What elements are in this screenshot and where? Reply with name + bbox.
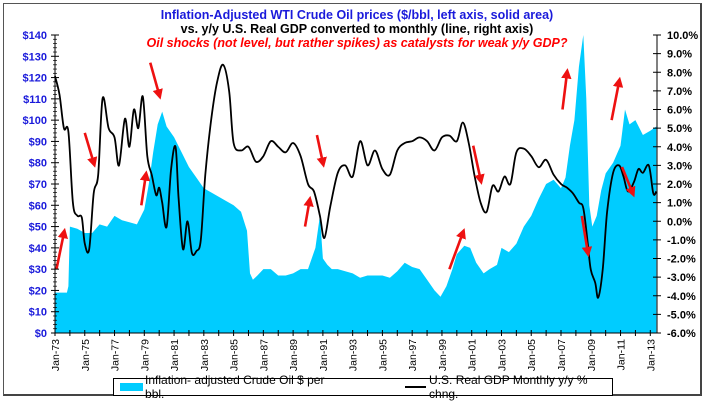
right-tick-label: 10.0% [667, 30, 698, 42]
legend-label-gdp: U.S. Real GDP Monthly y/y % chng. [429, 373, 588, 401]
arrow-up-icon [303, 195, 314, 227]
legend-swatch-oil [120, 383, 144, 391]
x-tick-label: Jan-11 [616, 339, 628, 370]
right-tick-label: 3.0% [667, 160, 692, 172]
right-tick-label: 2.0% [667, 179, 692, 191]
arrow-down-icon [471, 145, 485, 185]
x-tick-label: Jan-97 [407, 339, 419, 371]
right-tick-label: 6.0% [667, 105, 692, 117]
gdp-line-layer [54, 63, 658, 299]
right-tick-label: 4.0% [667, 142, 692, 154]
right-tick-label: -3.0% [667, 272, 696, 284]
left-tick-label: $40 [29, 243, 47, 255]
gdp-line [54, 63, 658, 299]
right-tick-label: 5.0% [667, 123, 692, 135]
left-tick-label: $70 [29, 179, 47, 191]
x-tick-label: Jan-83 [199, 339, 211, 371]
x-tick-label: Jan-09 [586, 339, 598, 371]
x-tick-label: Jan-93 [348, 339, 360, 371]
left-tick-label: $0 [35, 328, 47, 340]
x-tick-label: Jan-73 [50, 339, 62, 371]
legend-item-oil: Inflation- adjusted Crude Oil $ per bbl. [114, 373, 339, 401]
legend-label-oil: Inflation- adjusted Crude Oil $ per bbl. [145, 373, 325, 401]
right-tick-label: -5.0% [667, 309, 696, 321]
left-tick-label: $140 [23, 30, 47, 42]
arrow-up-icon [610, 76, 624, 121]
chart-subtitle: vs. y/y U.S. Real GDP converted to month… [180, 22, 534, 36]
left-tick-label: $30 [29, 264, 47, 276]
left-tick-label: $20 [29, 285, 47, 297]
arrow-down-icon [315, 134, 327, 168]
annotation-arrows [55, 62, 636, 270]
left-tick-label: $80 [29, 158, 47, 170]
legend-item-gdp: U.S. Real GDP Monthly y/y % chng. [387, 373, 612, 401]
right-tick-label: 7.0% [667, 86, 692, 98]
x-tick-label: Jan-89 [288, 339, 300, 371]
right-tick-label: 1.0% [667, 198, 692, 210]
right-tick-label: -4.0% [667, 291, 696, 303]
right-tick-label: -1.0% [667, 235, 696, 247]
left-tick-label: $60 [29, 200, 47, 212]
arrow-down-icon [83, 132, 98, 168]
arrow-down-icon [148, 62, 163, 100]
right-tick-label: -2.0% [667, 254, 696, 266]
left-tick-label: $10 [29, 307, 47, 319]
arrow-up-icon [448, 228, 466, 270]
left-tick-label: $90 [29, 136, 47, 148]
x-tick-label: Jan-13 [645, 339, 657, 371]
left-tick-label: $130 [23, 51, 47, 63]
legend-swatch-gdp [404, 386, 427, 388]
right-tick-label: 9.0% [667, 49, 692, 61]
x-tick-label: Jan-95 [377, 339, 389, 371]
x-tick-label: Jan-75 [80, 339, 92, 371]
oil-area-layer [55, 35, 657, 333]
left-tick-label: $110 [23, 94, 47, 106]
arrow-up-icon [55, 227, 68, 270]
x-tick-label: Jan-81 [169, 339, 181, 371]
x-tick-label: Jan-01 [467, 339, 479, 371]
x-tick-label: Jan-91 [318, 339, 330, 371]
x-tick-label: Jan-87 [258, 339, 270, 371]
arrow-up-icon [139, 170, 151, 206]
x-tick-label: Jan-85 [229, 339, 241, 371]
x-tick-label: Jan-07 [556, 339, 568, 371]
arrow-down-icon [620, 166, 636, 198]
x-tick-label: Jan-05 [526, 339, 538, 371]
axes: $0 $10 $20 $30 $40 $50 $60 $70 $80 $90 $100 $110 $12… [23, 30, 699, 371]
right-tick-label: 0.0% [667, 216, 692, 228]
left-tick-label: $50 [29, 222, 47, 234]
x-tick-label: Jan-99 [437, 339, 449, 371]
left-tick-label: $120 [23, 73, 47, 85]
left-tick-label: $100 [23, 115, 47, 127]
arrow-up-icon [561, 68, 572, 110]
chart-legend: Inflation- adjusted Crude Oil $ per bbl.… [113, 373, 613, 401]
oil-price-area [55, 35, 657, 333]
arrow-down-icon [580, 215, 593, 258]
chart-title: Inflation-Adjusted WTI Crude Oil prices … [160, 8, 554, 22]
right-tick-label: -6.0% [667, 328, 696, 340]
x-tick-label: Jan-79 [139, 339, 151, 371]
x-tick-label: Jan-03 [496, 339, 508, 371]
right-tick-label: 8.0% [667, 67, 692, 79]
chart-annotation: Oil shocks (not level, but rather spikes… [146, 36, 568, 50]
x-tick-label: Jan-77 [110, 339, 122, 371]
